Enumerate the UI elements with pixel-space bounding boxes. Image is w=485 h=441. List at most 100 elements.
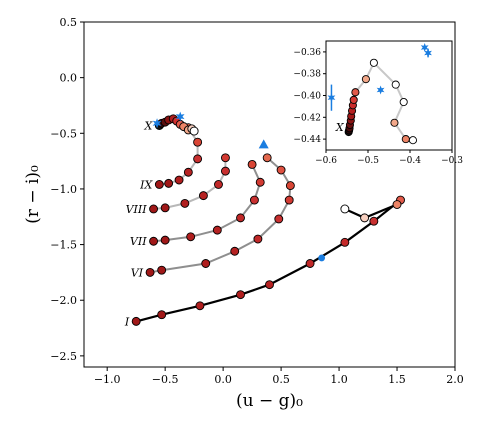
inset-y-tick-label: −0.42 xyxy=(293,113,321,123)
series-label-VII: VII xyxy=(130,235,147,248)
series-point-VI xyxy=(230,246,240,256)
series-point-VII xyxy=(247,160,257,169)
main-observations xyxy=(152,111,326,262)
series-line-VII xyxy=(153,164,262,243)
series-point-VIII xyxy=(160,203,170,213)
series-point-I xyxy=(131,316,141,326)
inset-y-tick-label: −0.40 xyxy=(293,92,321,102)
inset-series-point xyxy=(390,118,399,127)
inset-series-point xyxy=(351,88,360,97)
series-point-VI xyxy=(145,267,155,277)
main-plot-frame xyxy=(83,21,456,368)
y-tick-label: −1.0 xyxy=(50,183,77,196)
x-tick-label: 2.0 xyxy=(446,373,464,386)
y-tick-label: −2.5 xyxy=(50,350,77,363)
inset-series-point xyxy=(369,58,378,67)
inset-y-axis: −0.36 −0.38 −0.40 −0.42 −0.44 xyxy=(293,48,326,145)
series-label-X: X xyxy=(144,120,154,133)
main-x-axis: −1.0 −0.5 0.0 0.5 1.0 1.5 2.0 xyxy=(94,367,464,386)
observation-star-marker xyxy=(175,111,185,122)
series-point-IX xyxy=(183,167,193,177)
inset-series-point xyxy=(349,95,358,104)
series-line-VI xyxy=(149,157,292,274)
series-point-VII xyxy=(149,236,159,246)
y-tick-label: −0.5 xyxy=(50,127,77,140)
inset-series-label: X xyxy=(335,121,345,134)
inset-x-tick-label: −0.5 xyxy=(357,156,379,166)
series-point-VIII xyxy=(180,198,190,208)
inset-series-point xyxy=(361,75,370,84)
series-point-IX xyxy=(193,154,203,164)
inset-x-tick-label: −0.6 xyxy=(315,156,337,166)
inset-plot-area: −0.6 −0.5 −0.4 −0.3 −0.36−0.38−0.40−0.42−0.… xyxy=(293,40,463,166)
series-point-VI xyxy=(274,214,284,224)
y-tick-label: 0.0 xyxy=(60,72,78,85)
series-point-IX xyxy=(193,137,203,147)
x-tick-label: 0.0 xyxy=(214,373,232,386)
x-tick-label: 1.5 xyxy=(388,373,406,386)
series-point-VIII xyxy=(214,180,223,189)
inset-series-point xyxy=(399,97,408,107)
inset-observation-star-marker xyxy=(420,43,429,53)
inset-x-tick-label: −0.4 xyxy=(399,156,421,166)
series-point-VIII xyxy=(220,166,230,176)
series-point-VI xyxy=(262,153,272,163)
series-point-I xyxy=(265,280,274,290)
series-label-IX: IX xyxy=(139,178,153,191)
y-tick-label: 0.5 xyxy=(60,16,78,29)
main-series-labels: I VI VII VIII IX X xyxy=(124,120,154,329)
y-axis-title: (r − i)₀ xyxy=(23,165,43,224)
series-point-IX xyxy=(174,175,184,185)
series-point-VII xyxy=(255,177,265,187)
series-point-VIII xyxy=(149,204,159,214)
series-point-I xyxy=(340,204,350,214)
inset-series-points xyxy=(344,58,417,145)
series-point-VI xyxy=(276,165,286,175)
observation-triangle-marker xyxy=(258,139,269,149)
series-point-VI xyxy=(157,265,167,275)
series-point-VIII xyxy=(220,153,230,163)
series-label-VIII: VIII xyxy=(126,203,148,216)
series-point-I xyxy=(369,216,379,226)
inset-series-point xyxy=(408,136,417,145)
series-point-I xyxy=(340,237,350,247)
series-point-I xyxy=(305,259,315,268)
series-point-VII xyxy=(212,225,222,235)
main-series-points xyxy=(131,114,405,326)
y-tick-label: −1.5 xyxy=(50,239,77,252)
inset-series-point xyxy=(401,135,410,144)
series-point-X xyxy=(189,126,199,136)
series-point-VII xyxy=(186,232,196,242)
series-point-I xyxy=(195,301,205,311)
series-point-I xyxy=(360,213,370,223)
series-point-VI xyxy=(253,234,263,244)
series-point-I xyxy=(236,290,245,300)
inset-observation-star-marker xyxy=(327,93,336,103)
main-y-axis: 0.5 0.0 −0.5 −1.0 −1.5 −2.0 −2.5 xyxy=(50,16,84,363)
inset-x-tick-label: −0.3 xyxy=(441,156,463,166)
series-point-VI xyxy=(201,259,211,268)
series-point-I xyxy=(392,200,402,209)
inset-y-tick-label: −0.44 xyxy=(293,135,321,145)
x-tick-label: −0.5 xyxy=(152,373,179,386)
x-axis-title: (u − g)₀ xyxy=(236,391,303,411)
series-line-I xyxy=(135,199,402,323)
series-point-VI xyxy=(284,195,294,205)
inset-plot-frame xyxy=(325,40,453,151)
inset-y-tick-label: −0.36 xyxy=(293,48,321,58)
main-plot-area: −1.0 −0.5 0.0 0.5 1.0 1.5 2.0 0.50.0−0.5−1.0−1… xyxy=(50,16,463,386)
series-point-VIII xyxy=(198,191,208,201)
series-point-VII xyxy=(160,235,170,245)
inset-x-axis: −0.6 −0.5 −0.4 −0.3 xyxy=(315,150,463,166)
inset-observation-star-marker xyxy=(424,48,432,58)
series-point-VI xyxy=(285,181,295,191)
observation-star-marker xyxy=(152,118,162,129)
series-point-IX xyxy=(154,180,164,189)
x-tick-label: −1.0 xyxy=(94,373,121,386)
series-point-IX xyxy=(164,178,174,188)
x-tick-label: 1.0 xyxy=(330,373,348,386)
series-label-VI: VI xyxy=(131,266,144,279)
inset-series-point xyxy=(391,80,400,89)
